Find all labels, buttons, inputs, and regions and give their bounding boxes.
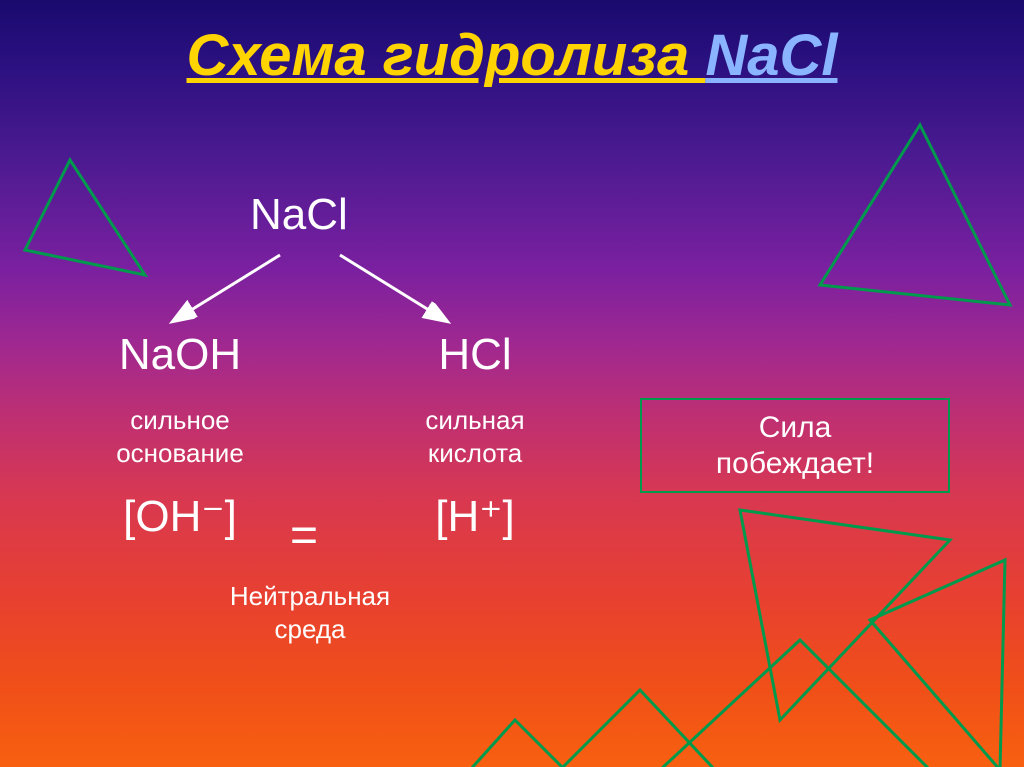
triangle-icon	[660, 640, 930, 767]
right-desc-1: сильная	[425, 405, 524, 435]
right-desc-2: кислота	[428, 438, 522, 468]
triangle-icon	[820, 125, 1010, 305]
triangle-icon	[740, 510, 950, 720]
left-desc-1: сильное	[130, 405, 230, 435]
title-formula: NaCl	[705, 23, 837, 88]
right-branch: HCl сильная кислота [H⁺]	[370, 330, 580, 542]
left-ion: [OH⁻]	[70, 491, 290, 542]
arrow-left-line	[175, 255, 280, 320]
right-desc: сильная кислота	[370, 404, 580, 469]
triangle-icon	[870, 560, 1005, 767]
box-1: Сила	[759, 411, 832, 444]
neutral-2: среда	[275, 614, 346, 644]
slide-title: Схема гидролиза NaCl	[0, 22, 1024, 89]
neutral-label: Нейтральная среда	[190, 580, 430, 645]
arrow-right-line	[340, 255, 445, 320]
conclusion-text: Сила побеждает!	[716, 410, 874, 482]
root-formula: NaCl	[250, 190, 348, 240]
box-2: побеждает!	[716, 447, 874, 480]
left-desc-2: основание	[116, 438, 244, 468]
neutral-1: Нейтральная	[230, 581, 390, 611]
right-formula: HCl	[370, 330, 580, 380]
title-text: Схема гидролиза	[187, 23, 706, 88]
left-formula: NaOH	[70, 330, 290, 380]
triangle-icon	[560, 690, 715, 767]
conclusion-box: Сила побеждает!	[640, 398, 950, 493]
triangle-icon	[470, 720, 565, 767]
triangle-icon	[25, 160, 145, 275]
right-ion: [H⁺]	[370, 491, 580, 542]
left-branch: NaOH сильное основание [OH⁻]	[70, 330, 290, 542]
left-desc: сильное основание	[70, 404, 290, 469]
equals-sign: =	[290, 508, 318, 563]
